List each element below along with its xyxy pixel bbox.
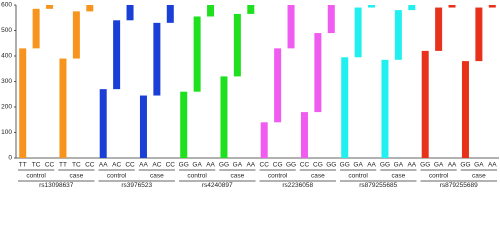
group-label: case [231,173,245,180]
group-label: control [348,173,368,180]
genotype-label: CC [85,162,95,169]
snp-label: rs2236058 [282,182,313,188]
genotype-label: AA [206,162,215,169]
genotype-label: GA [353,162,363,169]
genotype-label: CC [125,162,135,169]
bar-segment [46,5,54,9]
bar-segment [180,91,188,158]
genotype-label: GG [219,162,229,169]
y-tick-label: 0 [8,155,12,162]
bar-segment [287,5,295,49]
bar-segment [394,10,402,60]
y-tick-label: 600 [1,2,12,9]
genotype-label: AC [112,162,121,169]
genotype-label: AC [152,162,161,169]
group-label: case [392,173,406,180]
genotype-label: TC [72,162,81,169]
bar-segment [314,33,322,113]
snp-label: rs13098637 [39,182,74,188]
bar-segment [139,95,147,158]
bar-segment [461,61,469,158]
genotype-label: AA [367,162,376,169]
bar-segment [72,11,80,59]
snp-label: rs3976523 [121,182,152,188]
bar-segment [327,5,335,34]
group-label: control [429,173,449,180]
genotype-label: GG [179,162,189,169]
bar-segment [354,7,362,58]
bar-segment [247,5,255,14]
bar-segment [435,7,443,51]
bar-segment [207,5,215,17]
bar-segment [260,122,268,158]
genotype-label: AA [488,162,497,169]
genotype-label: GA [434,162,444,169]
genotype-label: GG [380,162,390,169]
bar-segment [166,5,174,23]
bar-segment [408,5,416,11]
group-label: case [70,173,84,180]
genotype-label: CC [45,162,55,169]
bar-segment [220,76,228,158]
snp-label: rs4240897 [202,182,233,188]
group-label: control [268,173,288,180]
genotype-label: AA [99,162,108,169]
y-tick-label: 400 [1,53,12,60]
genotype-label: CG [273,162,283,169]
genotype-label: TC [32,162,41,169]
genotype-label: CC [166,162,176,169]
bar-segment [488,5,496,8]
bar-segment [300,112,308,158]
genotype-label: GA [474,162,484,169]
bar-segment [341,57,349,158]
genotype-label: TT [19,162,27,169]
group-label: case [150,173,164,180]
group-label: case [311,173,325,180]
genotype-label: CC [300,162,310,169]
genotype-label: GA [192,162,202,169]
bar-segment [86,5,94,12]
genotype-label: GG [286,162,296,169]
genotype-label: GG [420,162,430,169]
group-label: control [107,173,127,180]
bar-segment [126,5,134,21]
genotype-label: CG [313,162,323,169]
genotype-label: AA [407,162,416,169]
bar-segment [99,89,107,158]
group-label: control [187,173,207,180]
genotype-label: GG [326,162,336,169]
bar-segment [233,13,241,77]
bar-segment [193,16,201,92]
bar-segment [368,5,376,8]
genotype-label: GA [233,162,243,169]
snp-label: rs879255685 [359,182,397,188]
genotype-label: CC [260,162,270,169]
bar-segment [421,50,429,158]
genotype-label: TT [59,162,67,169]
bar-segment [475,7,483,62]
y-tick-label: 500 [1,27,12,34]
genotype-label: GG [340,162,350,169]
bar-segment [59,58,67,158]
snp-label: rs879255689 [440,182,478,188]
genotype-label: AA [246,162,255,169]
y-tick-label: 200 [1,104,12,111]
group-label: control [26,173,46,180]
y-tick-label: 100 [1,129,12,136]
bar-segment [448,5,456,8]
bar-segment [19,48,27,158]
genotype-label: AA [139,162,148,169]
bar-segment [113,20,121,90]
genotype-label: AA [448,162,457,169]
bar-segment [381,59,389,159]
group-label: case [472,173,486,180]
genotype-label: GG [460,162,470,169]
genotype-label: GA [394,162,404,169]
bar-segment [274,48,282,123]
bar-segment [153,22,161,96]
y-tick-label: 300 [1,78,12,85]
bar-segment [32,8,40,49]
